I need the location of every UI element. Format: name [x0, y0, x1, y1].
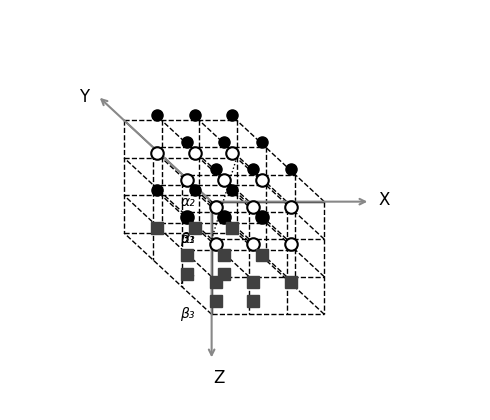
Text: α₃: α₃ [180, 232, 195, 246]
Text: β₂: β₂ [180, 270, 195, 284]
Text: X: X [378, 191, 390, 209]
Text: β₃: β₃ [180, 307, 195, 321]
Text: Y: Y [79, 87, 89, 105]
Text: α₁: α₁ [180, 176, 195, 190]
Text: β₁: β₁ [180, 232, 195, 246]
Text: α₂: α₂ [180, 194, 195, 209]
Text: Z: Z [214, 368, 225, 386]
